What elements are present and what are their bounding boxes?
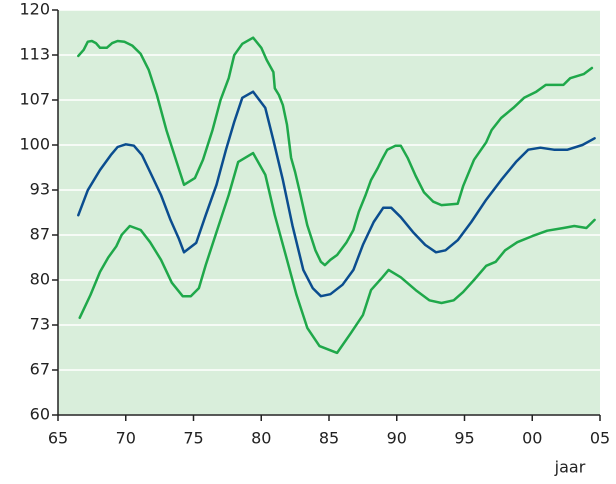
- x-tick-label: 75: [183, 429, 203, 448]
- y-tick-label: 80: [30, 270, 50, 289]
- y-tick-label: 120: [19, 0, 50, 19]
- series-line: [78, 151, 596, 355]
- x-tick-label: 00: [522, 429, 542, 448]
- y-tick-label: 73: [30, 315, 50, 334]
- x-tick-label: 90: [387, 429, 407, 448]
- x-tick-label: 85: [319, 429, 339, 448]
- y-tick-label: 113: [19, 45, 50, 64]
- y-tick-label: 107: [19, 89, 50, 108]
- series-line: [77, 36, 594, 267]
- x-axis-label: jaar: [554, 458, 586, 477]
- x-tick-label: 95: [454, 429, 474, 448]
- x-tick-label: 65: [48, 429, 68, 448]
- x-tick-label: 80: [251, 429, 271, 448]
- y-tick-label: 67: [30, 359, 50, 378]
- x-tick-label: 05: [590, 429, 610, 448]
- y-tick-label: 87: [30, 224, 50, 243]
- x-tick-label: 70: [116, 429, 136, 448]
- y-tick-label: 100: [19, 135, 50, 154]
- series-line: [77, 90, 596, 298]
- y-tick-label: 93: [30, 180, 50, 199]
- plot-background: [58, 10, 600, 415]
- y-tick-label: 60: [30, 405, 50, 424]
